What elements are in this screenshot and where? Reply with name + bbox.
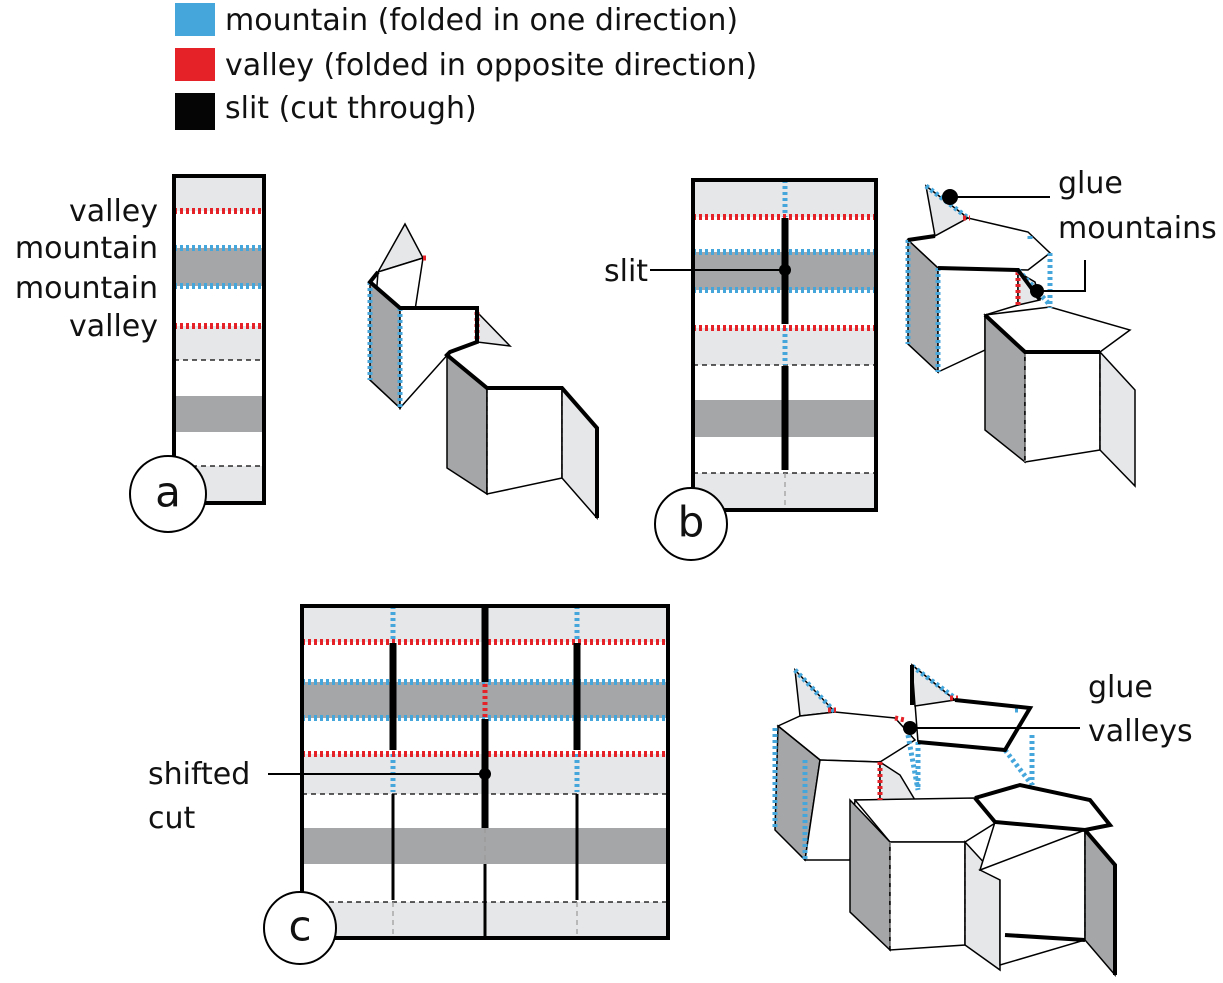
- panel-a-label-mountain-2: mountain: [15, 271, 158, 306]
- svg-text:c: c: [288, 902, 311, 951]
- panel-c-glue-callout: glue valleys: [903, 670, 1193, 749]
- panel-a-folded-illustration: [367, 222, 599, 520]
- panel-b-badge: b: [654, 487, 728, 561]
- panel-c-folded-illustration: [772, 663, 1117, 978]
- panel-b-label-glue: glue: [1058, 166, 1123, 201]
- panel-b-slit-callout: slit: [604, 254, 791, 289]
- legend-swatch-mountain: [175, 3, 215, 36]
- legend-label-valley: valley (folded in opposite direction): [225, 48, 757, 83]
- panel-a-label-valley-2: valley: [69, 309, 158, 344]
- panel-b-label-mountains: mountains: [1058, 211, 1217, 246]
- svg-text:a: a: [155, 468, 181, 517]
- panel-a-label-valley-1: valley: [69, 194, 158, 229]
- panel-b-folded-illustration: [905, 184, 1136, 488]
- panel-a-label-mountain-1: mountain: [15, 231, 158, 266]
- legend-swatch-valley: [175, 48, 215, 81]
- panel-b-label-slit: slit: [604, 254, 648, 289]
- panel-c-label-cut: cut: [148, 801, 196, 836]
- panel-b: slit b: [604, 166, 1217, 561]
- legend-label-slit: slit (cut through): [225, 91, 477, 126]
- legend-label-mountain: mountain (folded in one direction): [225, 3, 738, 38]
- panel-c-label-valleys: valleys: [1088, 714, 1193, 749]
- panel-c-badge: c: [263, 891, 337, 965]
- panel-a: valley mountain mountain valley a: [15, 174, 599, 533]
- panel-c-crease-pattern: [300, 604, 670, 940]
- panel-b-glue-callout: glue mountains: [942, 166, 1217, 298]
- panel-a-crease-pattern: [172, 174, 266, 505]
- panel-c-label-shifted: shifted: [148, 757, 250, 792]
- panel-b-crease-pattern: [691, 178, 878, 512]
- legend-swatch-slit: [175, 93, 215, 130]
- panel-c: shifted cut c: [148, 604, 1193, 978]
- panel-c-label-glue: glue: [1088, 670, 1153, 705]
- svg-text:b: b: [678, 498, 705, 547]
- legend: mountain (folded in one direction) valle…: [175, 3, 757, 130]
- panel-c-cut-callout: shifted cut: [148, 757, 491, 836]
- panel-a-badge: a: [129, 455, 207, 533]
